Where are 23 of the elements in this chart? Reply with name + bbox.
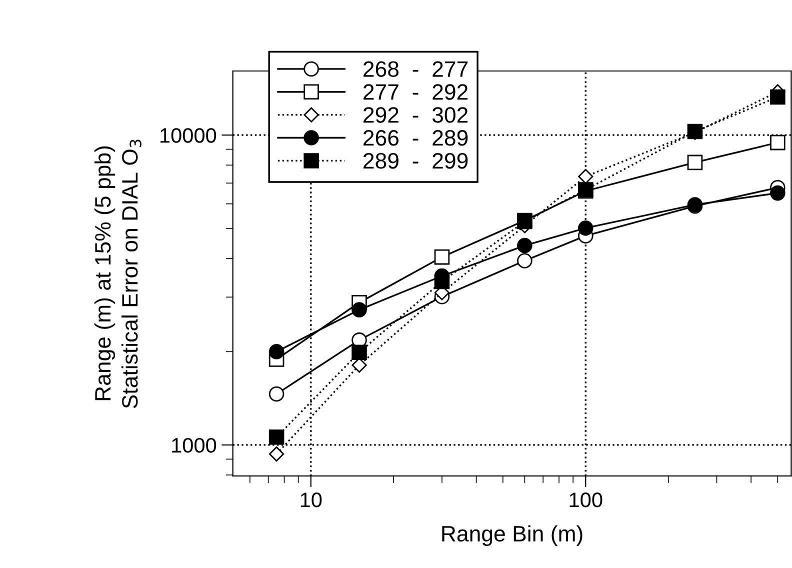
x-tick-label: 10 [300,492,322,508]
point [770,89,786,105]
point [268,429,284,445]
legend-label: 289 - 299 [364,152,468,169]
point [352,344,367,360]
legend-label: 266 - 289 [364,130,468,146]
y-axis-title: Range (m) at 15% (5 ppb) Statistical Error on DIAL O$_{3}$ [94,140,142,408]
x-tick-label: 100 [570,492,602,508]
point [434,249,450,265]
y-tick-label: 10000 [160,128,216,143]
point [770,185,786,201]
point [352,302,367,318]
point [268,446,284,462]
legend-label: 277 - 292 [364,84,468,100]
point [268,344,284,360]
y-tick-label: 1000 [172,438,216,453]
legend-label: 292 - 302 [364,107,468,123]
x-axis-title: Range Bin (m) [442,525,582,546]
legend-label: 268 - 277 [364,61,468,77]
point [770,134,786,150]
point [687,154,703,170]
point [268,386,284,402]
point [434,274,450,290]
